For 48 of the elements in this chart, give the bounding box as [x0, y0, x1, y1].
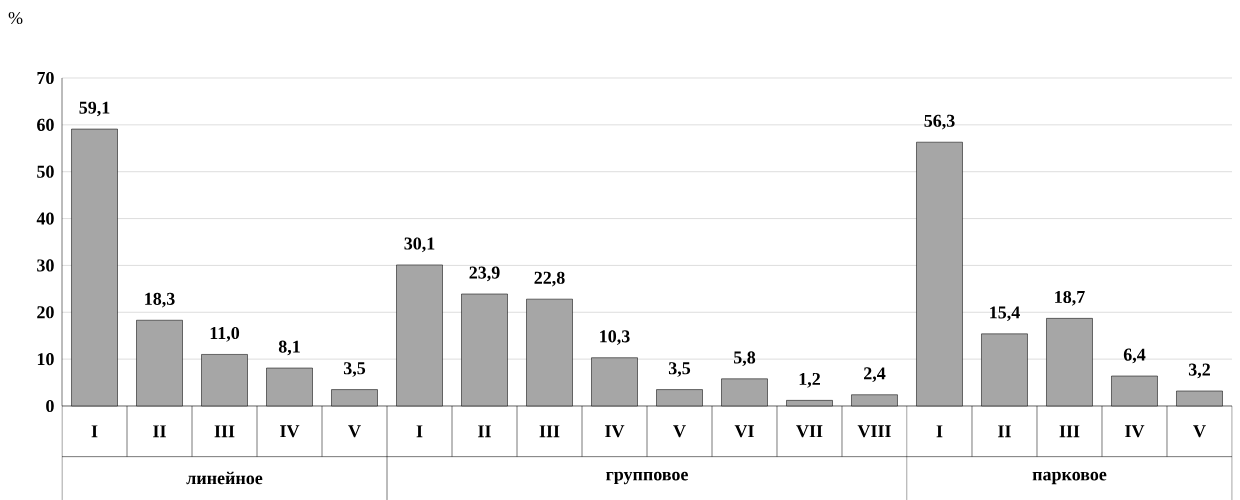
- text: групповое: [606, 471, 688, 485]
- y-tick-label: 30: [37, 259, 54, 272]
- data-label: 59,1: [79, 101, 110, 117]
- x-tick-label: VII: [796, 425, 823, 438]
- data-label: 5,8: [733, 351, 756, 367]
- x-tick-label: II: [998, 425, 1011, 438]
- data-label: 18,3: [145, 292, 175, 308]
- y-tick-label: 20: [37, 306, 54, 319]
- x-tick-label: I: [936, 425, 943, 438]
- y-tick-label: 60: [37, 118, 54, 131]
- data-label: 18,7: [1055, 290, 1085, 306]
- data-label: 56,3: [924, 114, 955, 130]
- data-label: 8,1: [278, 340, 300, 356]
- y-tick-label: 50: [37, 165, 54, 178]
- x-tick-label: III: [539, 425, 560, 438]
- data-label: 30,1: [404, 237, 435, 253]
- data-label: 10,3: [600, 330, 630, 346]
- data-label: 11,0: [210, 326, 240, 342]
- x-tick-label: V: [348, 425, 361, 438]
- x-tick-label: VIII: [857, 425, 891, 438]
- x-tick-label: III: [1059, 425, 1080, 438]
- x-tick-label: I: [91, 425, 98, 438]
- x-tick-label: VI: [734, 425, 754, 438]
- y-tick-label: 70: [37, 71, 54, 85]
- x-tick-label: IV: [1125, 425, 1145, 438]
- text: линейное: [186, 471, 263, 485]
- x-tick-label: IV: [605, 425, 625, 438]
- data-label: 6,4: [1123, 348, 1146, 364]
- data-label: 22,8: [534, 271, 565, 287]
- data-label: 2,4: [864, 367, 886, 383]
- data-label: 3,5: [668, 362, 691, 377]
- data-label: 1,2: [799, 372, 820, 388]
- text: парковое: [1032, 471, 1107, 485]
- x-tick-label: IV: [280, 425, 300, 438]
- data-label: 3,2: [1188, 363, 1210, 379]
- x-tick-label: I: [416, 425, 423, 438]
- data-label: 23,9: [469, 266, 500, 282]
- x-tick-label: III: [214, 425, 235, 438]
- y-tick-label: 10: [37, 353, 54, 366]
- y-tick-label: 40: [36, 212, 54, 225]
- x-tick-label: V: [673, 425, 686, 438]
- x-tick-label: II: [478, 425, 491, 438]
- y-axis-title: %: [8, 11, 23, 25]
- data-label: 3,5: [343, 362, 366, 377]
- data-label: 15,4: [990, 306, 1020, 322]
- x-tick-label: V: [1193, 425, 1206, 438]
- x-tick-label: II: [153, 425, 166, 438]
- y-tick-label: 0: [46, 399, 54, 413]
